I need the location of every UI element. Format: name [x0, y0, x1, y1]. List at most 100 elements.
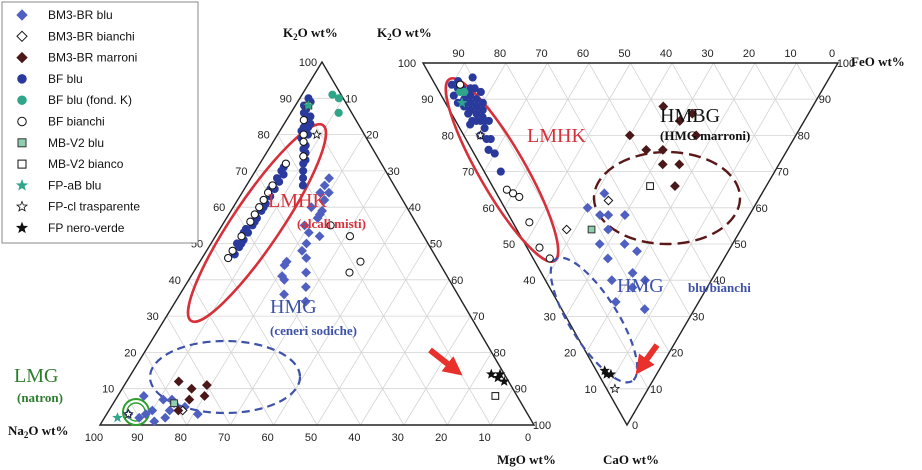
right-data-point	[472, 95, 481, 104]
right-right-axis-title: CaO wt%	[603, 452, 659, 467]
left-data-point	[304, 123, 313, 132]
right-data-point	[687, 108, 698, 119]
left-data-point	[311, 129, 322, 140]
left-tick-label: 40	[409, 202, 421, 214]
hmbg-sublabel: (HMG marroni)	[660, 128, 750, 143]
hmg-label-left: HMG	[270, 296, 317, 318]
right-data-point	[484, 116, 493, 125]
left-data-point	[224, 253, 233, 263]
left-data-point	[306, 202, 317, 213]
left-tick-label: 20	[124, 347, 136, 359]
left-data-point	[170, 399, 178, 408]
left-gridline	[360, 279, 450, 426]
left-gridline	[490, 388, 514, 426]
right-tick-label: 70	[462, 167, 474, 179]
right-top-axis-title: FeO wt%	[851, 54, 905, 69]
right-left-axis-title-suffix: O wt%	[392, 25, 432, 40]
right-data-point	[496, 167, 505, 176]
left-data-point	[356, 257, 365, 266]
hmbg-label: HMBG	[660, 105, 720, 127]
left-data-point	[299, 220, 310, 231]
left-tick-label: 50	[430, 239, 442, 251]
right-data-point	[632, 246, 642, 257]
legend-label: FP nero-verde	[48, 221, 125, 235]
left-data-point	[246, 217, 255, 226]
left-data-point	[491, 392, 500, 400]
right-data-point	[603, 210, 614, 220]
right-tick-label: 60	[577, 48, 589, 60]
legend-marker	[17, 159, 27, 169]
left-tick-label: 90	[280, 93, 292, 105]
right-data-point	[627, 282, 638, 293]
right-tick-label: 10	[650, 384, 662, 396]
right-data-point	[658, 101, 669, 112]
legend-label: FP-aB blu	[48, 178, 101, 192]
left-ternary-grid	[121, 97, 514, 426]
right-data-point	[599, 188, 610, 199]
left-top-axis-title: K2O wt%	[283, 25, 338, 42]
legend-marker	[15, 221, 29, 234]
lmhk-sublabel-left: (alcali misti)	[297, 216, 366, 231]
left-data-point	[268, 181, 277, 190]
hmg-sublabel-left: (ceneri sodiche)	[270, 323, 357, 338]
right-data-point	[480, 124, 489, 133]
legend-label: BM3-BR bianchi	[48, 29, 135, 43]
right-data-point	[609, 383, 621, 394]
right-tick-label: 80	[798, 130, 810, 142]
left-data-point	[299, 166, 308, 175]
lmhk-label-right: LMHK	[527, 125, 586, 147]
left-data-point	[324, 173, 334, 184]
right-data-point	[468, 116, 477, 125]
left-ternary-points	[112, 90, 510, 427]
left-tick-label: 70	[218, 432, 230, 444]
legend-label: MB-V2 blu	[48, 136, 104, 150]
left-gridline	[166, 315, 231, 426]
left-tick-label: 10	[102, 384, 114, 396]
left-gridline	[210, 243, 318, 426]
left-data-point	[160, 412, 171, 423]
left-top-axis-title-sub: 2	[293, 32, 298, 42]
left-data-point	[334, 94, 343, 103]
hmg-sublabel-right: blu/bianchi	[688, 280, 751, 295]
left-gridline	[255, 170, 405, 426]
left-data-point	[281, 159, 290, 168]
left-data-point	[281, 256, 292, 267]
right-data-point	[515, 192, 524, 202]
left-data-point	[149, 416, 160, 427]
right-tick-label: 10	[584, 384, 596, 396]
right-tick-label: 0	[632, 420, 638, 432]
left-tick-label: 10	[345, 93, 357, 105]
legend-marker	[17, 116, 27, 127]
left-tick-label: 80	[257, 130, 269, 142]
left-data-point	[319, 195, 330, 205]
right-data-point	[447, 80, 456, 89]
right-data-point	[456, 80, 465, 89]
right-data-point	[646, 182, 654, 190]
left-ternary-frame	[98, 60, 536, 426]
left-data-point	[277, 271, 288, 282]
left-data-point	[498, 375, 510, 386]
left-data-point	[147, 405, 158, 416]
legend-marker	[17, 74, 27, 84]
arrow-right	[635, 343, 660, 375]
left-data-point	[345, 268, 354, 277]
left-ternary-plot: 0 10 10 10 20 20 20 30 30 30 40 40 40 50 50 50 60 60 60 70 7…	[8, 25, 556, 467]
right-ternary-fields	[444, 77, 742, 384]
left-data-point	[303, 227, 314, 238]
left-tick-label: 70	[472, 311, 484, 323]
right-data-point	[478, 105, 487, 115]
right-tick-label: 60	[482, 203, 494, 215]
left-data-point	[184, 394, 195, 405]
left-data-point	[173, 376, 184, 387]
right-data-point	[670, 181, 680, 191]
right-data-point	[468, 73, 477, 82]
right-data-point	[484, 145, 493, 154]
left-tick-label: 10	[478, 432, 490, 444]
left-data-point	[314, 231, 325, 242]
legend-marker	[17, 138, 27, 148]
right-data-point	[627, 268, 638, 278]
left-data-point	[237, 239, 246, 248]
right-tick-label: 20	[743, 48, 755, 60]
right-tick-label: 30	[701, 48, 713, 60]
